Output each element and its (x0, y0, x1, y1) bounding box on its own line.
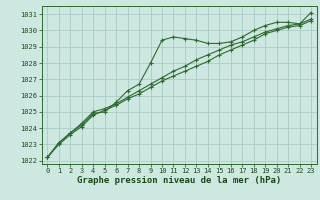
X-axis label: Graphe pression niveau de la mer (hPa): Graphe pression niveau de la mer (hPa) (77, 176, 281, 185)
